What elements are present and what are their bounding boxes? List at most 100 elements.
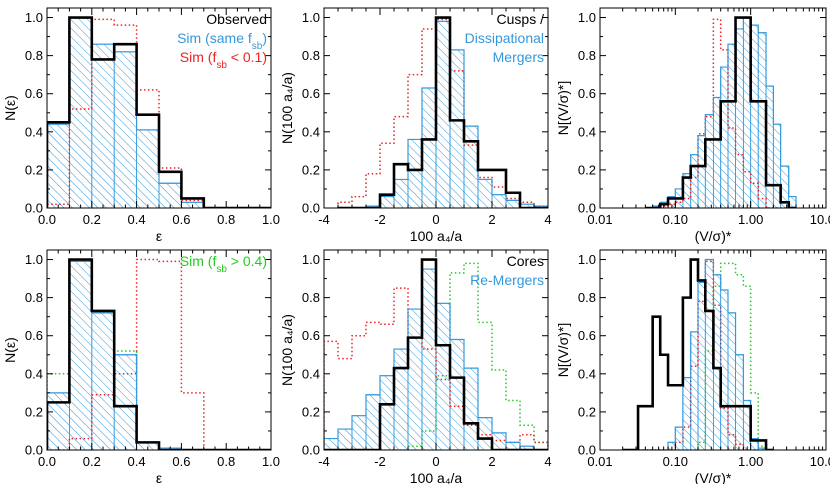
- y-tick-label: 1.0: [302, 252, 320, 267]
- legend-entry: Sim (same fsb): [177, 30, 267, 52]
- y-axis-label: N(100 a₄/a): [279, 72, 295, 144]
- x-tick-label: 0.0: [38, 454, 56, 469]
- y-axis-label: N[(V/σ)*]: [555, 81, 571, 136]
- panel-1: 0.0 0.2 0.4 0.6 0.8 1.0 -4 -2 0 2 4 100 a₄/a N(100 a…: [279, 7, 552, 244]
- legend-text: Cusps /: [497, 11, 545, 27]
- x-axis-label: (V/σ)*: [695, 228, 732, 244]
- y-tick-label: 1.0: [578, 10, 596, 25]
- y-tick-label: 0.4: [578, 124, 596, 139]
- axes-frame: [599, 7, 827, 209]
- legend-text-after: < 0.1): [227, 49, 267, 65]
- y-tick-label: 0.4: [25, 366, 43, 381]
- x-tick-label: 0.10: [663, 454, 688, 469]
- x-tick-label: 10.00: [810, 454, 830, 469]
- y-axis-label: N(100 a₄/a): [279, 314, 295, 386]
- y-tick-label: 0.0: [302, 443, 320, 458]
- y-axis-label: N(ε): [2, 95, 18, 121]
- x-tick-label: 4: [544, 454, 551, 469]
- y-tick-label: 1.0: [578, 252, 596, 267]
- legend-text: Re-Mergers: [470, 272, 544, 288]
- x-tick-label: 1.0: [262, 454, 280, 469]
- x-axis-label: ε: [156, 228, 162, 244]
- series-line-sim-f-sb-0-1-: [324, 287, 548, 450]
- y-tick-label: 0.2: [578, 404, 596, 419]
- x-tick-label: 2: [488, 454, 495, 469]
- hatch-fill: [338, 21, 548, 208]
- x-axis-label: 100 a₄/a: [410, 228, 463, 244]
- legend-text: Observed: [206, 11, 267, 27]
- x-tick-label: 0.6: [172, 454, 190, 469]
- x-tick-label: 0.2: [83, 454, 101, 469]
- legend-subscript: sb: [252, 41, 263, 52]
- x-tick-label: 0: [432, 212, 439, 227]
- series-line-sim-same-f-sb-: [645, 16, 797, 208]
- legend-text: Cores: [507, 253, 544, 269]
- x-tick-label: 0.4: [128, 454, 146, 469]
- y-tick-label: 0.0: [578, 443, 596, 458]
- panel-5: 0.0 0.2 0.4 0.6 0.8 1.0 0.01 0.10 1.00 10.00 (V/σ)…: [555, 249, 830, 484]
- series-line-sim-f-sb-0-1-: [337, 18, 548, 208]
- x-tick-label: 0.0: [38, 212, 56, 227]
- y-tick-label: 0.4: [302, 366, 320, 381]
- hatch-fill: [47, 261, 271, 450]
- y-tick-label: 1.0: [302, 10, 320, 25]
- y-tick-label: 0.4: [578, 366, 596, 381]
- legend-subscript: sb: [216, 60, 227, 71]
- legend-text: Sim (f: [180, 49, 217, 65]
- legend-text: Sim (f: [180, 253, 217, 269]
- series-line-observed: [47, 16, 271, 208]
- y-tick-label: 0.6: [578, 86, 596, 101]
- x-tick-label: 1.00: [738, 454, 763, 469]
- hatch-fill: [47, 17, 271, 208]
- x-axis-label: 100 a₄/a: [410, 470, 463, 484]
- series-line-observed: [622, 258, 774, 450]
- y-tick-label: 1.0: [25, 252, 43, 267]
- y-axis-label: N[(V/σ)*]: [555, 323, 571, 378]
- x-tick-label: -4: [318, 454, 330, 469]
- x-axis-label: ε: [156, 470, 162, 484]
- axes-frame: [599, 249, 827, 451]
- legend-entry: Cores: [507, 253, 544, 269]
- series-line-observed: [338, 16, 548, 208]
- y-tick-label: 0.4: [302, 124, 320, 139]
- x-tick-label: 0.01: [587, 212, 612, 227]
- x-tick-label: 0.2: [83, 212, 101, 227]
- x-tick-label: 0.8: [217, 212, 235, 227]
- y-tick-label: 0.2: [25, 404, 43, 419]
- y-tick-label: 0.4: [25, 124, 43, 139]
- legend-entry: Dissipational: [465, 30, 544, 46]
- y-tick-label: 0.8: [25, 290, 43, 305]
- legend-entry: Observed: [206, 11, 267, 27]
- y-tick-label: 0.0: [578, 201, 596, 216]
- panel-0: 0.0 0.2 0.4 0.6 0.8 1.0 0.0 0.2 0.4 0.6 0.8 1.0 ε N(ε…: [2, 7, 280, 244]
- legend-text: Sim (same f: [177, 30, 252, 46]
- legend-text-after: ): [262, 30, 267, 46]
- x-tick-label: 1.00: [738, 212, 763, 227]
- y-tick-label: 0.0: [25, 443, 43, 458]
- x-tick-label: 0.4: [128, 212, 146, 227]
- legend-entry: Cusps /: [497, 11, 545, 27]
- x-tick-label: 1.0: [262, 212, 280, 227]
- series-line-sim-f-sb-0-1-: [47, 258, 271, 450]
- panel-4: 0.0 0.2 0.4 0.6 0.8 1.0 -4 -2 0 2 4 100 a₄/a N(100 a…: [279, 249, 552, 484]
- y-tick-label: 0.2: [302, 404, 320, 419]
- series-line-sim-f-sb-0-4-: [324, 262, 548, 450]
- y-tick-label: 0.6: [578, 328, 596, 343]
- legend-text-after: > 0.4): [227, 253, 267, 269]
- x-tick-label: 0.10: [663, 212, 688, 227]
- panel-3: 0.0 0.2 0.4 0.6 0.8 1.0 0.0 0.2 0.4 0.6 0.8 1.0 ε N(ε…: [2, 249, 280, 484]
- y-tick-label: 1.0: [25, 10, 43, 25]
- legend-subscript: sb: [216, 264, 227, 275]
- series-line-observed: [645, 16, 797, 208]
- y-tick-label: 0.8: [302, 48, 320, 63]
- y-axis-label: N(ε): [2, 337, 18, 363]
- series-line-observed: [47, 258, 271, 450]
- legend-text: Dissipational: [465, 30, 544, 46]
- legend-entry: Sim (fsb > 0.4): [180, 253, 267, 275]
- y-tick-label: 0.6: [25, 86, 43, 101]
- legend-entry: Sim (fsb < 0.1): [180, 49, 267, 71]
- series-line-sim-f-sb-0-1-: [645, 18, 797, 208]
- y-tick-label: 0.8: [25, 48, 43, 63]
- y-tick-label: 0.8: [578, 290, 596, 305]
